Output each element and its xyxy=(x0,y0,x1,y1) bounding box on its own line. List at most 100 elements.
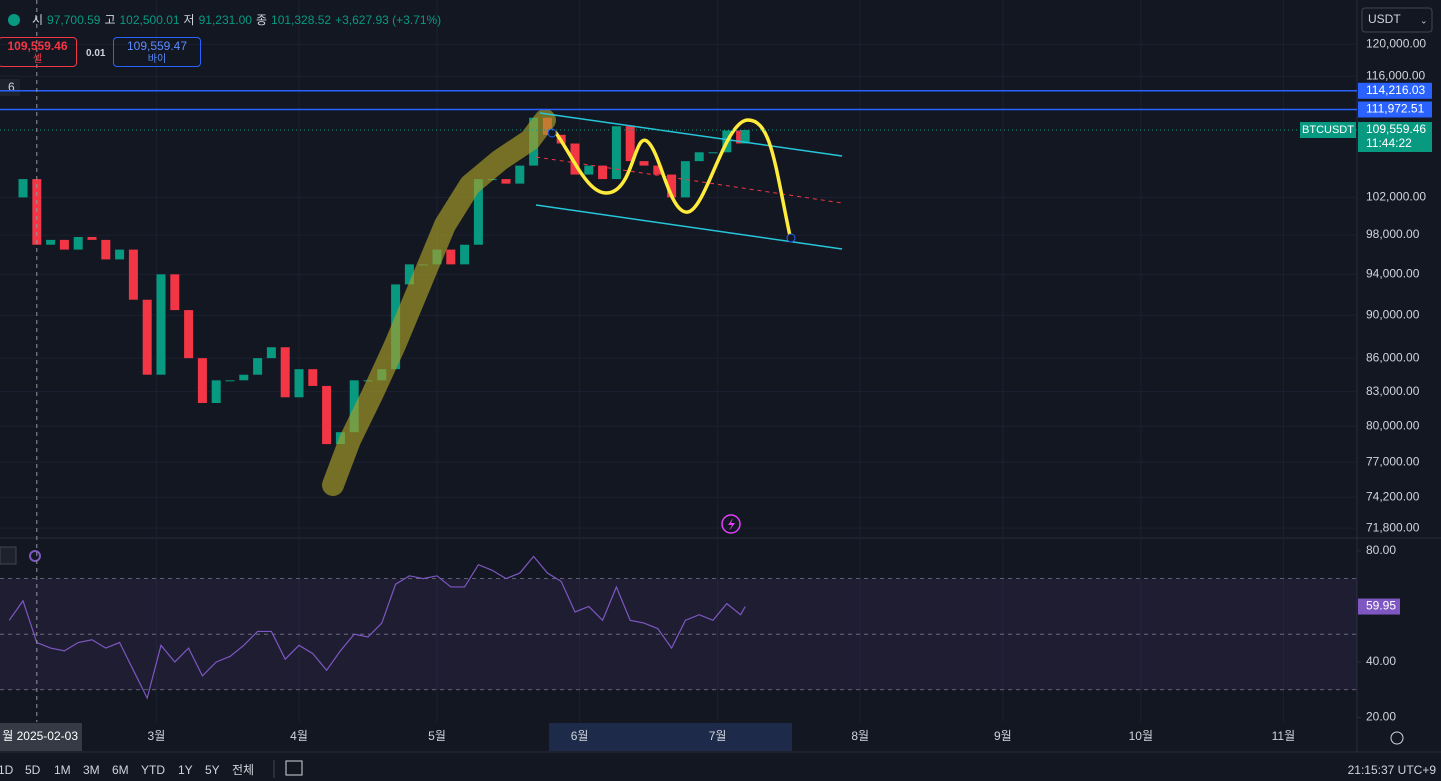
buy-price: 109,559.47 xyxy=(126,39,188,53)
candle-body xyxy=(460,244,470,265)
y-tick-label: 102,000.00 xyxy=(1366,190,1426,204)
pane-toggle[interactable] xyxy=(0,546,17,565)
ohlc-value: 97,700.59 xyxy=(47,12,101,27)
projection-curve xyxy=(554,118,792,238)
indicator-badge[interactable] xyxy=(0,79,20,96)
candle-body xyxy=(653,165,663,175)
range-button[interactable]: 3M xyxy=(83,763,100,777)
candle-body xyxy=(639,161,649,166)
candle-body xyxy=(142,299,152,375)
x-tick-label: 11월 xyxy=(1272,729,1296,743)
symbol-label: BTCUSDT xyxy=(1302,124,1354,136)
status-dot xyxy=(8,13,20,26)
y-tick-label: 86,000.00 xyxy=(1366,350,1420,364)
candle-body xyxy=(87,236,97,240)
candle-body xyxy=(308,369,318,386)
event-icon[interactable] xyxy=(721,514,741,534)
dropdown-arrow: ⌄ xyxy=(1420,15,1428,25)
range-button[interactable]: 1Y xyxy=(178,763,193,777)
candle-body xyxy=(170,274,180,311)
y-tick-label: 74,200.00 xyxy=(1366,489,1420,503)
y-tick-label: 120,000.00 xyxy=(1366,36,1426,50)
candle-body xyxy=(46,239,56,245)
range-button[interactable]: YTD xyxy=(141,763,165,777)
y-tick-label: 98,000.00 xyxy=(1366,227,1420,241)
rsi-last-label: 59.95 xyxy=(1366,599,1396,613)
clock: 21:15:37 UTC+9 xyxy=(1348,763,1437,777)
candle-body xyxy=(584,165,594,175)
ohlc-value: 101,328.52 xyxy=(271,12,332,27)
candle-body xyxy=(253,358,263,375)
ohlc-value: 102,500.01 xyxy=(119,12,180,27)
anchor xyxy=(547,128,557,138)
candle-body xyxy=(266,347,276,359)
buy-button[interactable]: 109,559.47 바이 xyxy=(113,37,201,67)
x-tick-label: 6월 xyxy=(571,729,589,743)
symbol-label-bg xyxy=(1300,122,1356,139)
candle-body xyxy=(611,126,621,180)
buy-label: 바이 xyxy=(147,54,167,65)
last-price-label: 109,559.46 xyxy=(1366,122,1426,136)
level-label-bg xyxy=(1358,82,1432,99)
candle-body xyxy=(101,239,111,260)
crosshair-dot xyxy=(29,550,41,562)
candle-body xyxy=(694,152,704,162)
candle-body xyxy=(211,380,221,404)
range-button[interactable]: 1M xyxy=(54,763,71,777)
ohlc-label: 시 xyxy=(32,13,44,27)
candle-body xyxy=(473,179,483,245)
rsi-tick-label: 20.00 xyxy=(1366,710,1396,724)
spread: 0.01 xyxy=(86,48,106,59)
channel-mid xyxy=(535,156,843,204)
candle-body xyxy=(625,126,635,162)
countdown: 11:44:22 xyxy=(1366,136,1412,150)
candle-body xyxy=(184,310,194,359)
candle-body xyxy=(736,130,746,144)
candle-body xyxy=(280,347,290,398)
range-button[interactable]: 전체 xyxy=(232,763,254,777)
candle-body xyxy=(667,174,677,198)
range-button[interactable]: 5Y xyxy=(205,763,220,777)
x-tick-label: 8월 xyxy=(851,729,869,743)
sell-button[interactable]: 109,559.46 셀 xyxy=(0,37,77,67)
range-button[interactable]: 6M xyxy=(112,763,129,777)
candle-body xyxy=(570,143,580,175)
x-tick-label: 10월 xyxy=(1129,729,1153,743)
y-tick-label: 83,000.00 xyxy=(1366,384,1420,398)
ohlc-value: 91,231.00 xyxy=(198,12,252,27)
rsi-tick-label: 40.00 xyxy=(1366,654,1396,668)
candle-body xyxy=(404,264,414,285)
ohlc-bar: 시 97,700.59 고 102,500.01 저 91,231.00 종 101,3… xyxy=(8,11,441,28)
calendar-icon[interactable] xyxy=(285,760,303,776)
currency-select[interactable] xyxy=(1361,7,1433,33)
ohlc-label: 저 xyxy=(183,13,195,27)
x-tick-label: 4월 xyxy=(290,729,308,743)
y-tick-label: 77,000.00 xyxy=(1366,454,1420,468)
currency: USDT xyxy=(1368,12,1401,26)
x-tick-label: 5월 xyxy=(428,729,446,743)
candle-body xyxy=(18,179,28,198)
range-button[interactable]: 1D xyxy=(0,763,14,777)
candle-body xyxy=(515,165,525,184)
level-label: 114,216.03 xyxy=(1366,83,1425,97)
level-label: 111,972.51 xyxy=(1366,102,1425,116)
candle-body xyxy=(322,385,332,445)
ohlc-label: 종 xyxy=(255,13,268,27)
ohlc-label: 고 xyxy=(104,13,116,27)
channel-upper xyxy=(539,112,843,157)
y-tick-label: 71,800.00 xyxy=(1366,520,1420,534)
y-tick-label: 94,000.00 xyxy=(1366,267,1420,281)
anchor xyxy=(786,233,796,243)
level-label-bg xyxy=(1358,101,1432,118)
crosshair-label: 월 2025-02-03 xyxy=(2,729,78,743)
range-button[interactable]: 5D xyxy=(25,763,41,777)
y-tick-label: 116,000.00 xyxy=(1366,68,1425,82)
sell-label: 셀 xyxy=(32,54,43,65)
candle-body xyxy=(598,165,608,180)
settings-icon[interactable] xyxy=(1390,731,1404,745)
x-tick-label: 7월 xyxy=(709,729,727,743)
candle-body xyxy=(73,236,83,250)
sell-price: 109,559.46 xyxy=(7,39,68,53)
